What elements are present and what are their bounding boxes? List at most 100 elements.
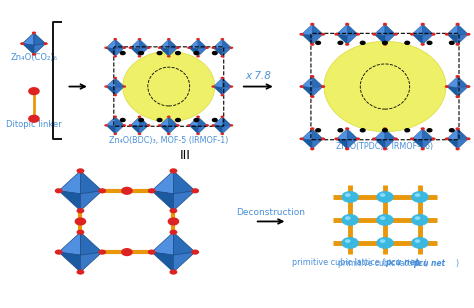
Circle shape: [380, 193, 385, 197]
Polygon shape: [81, 252, 102, 272]
Circle shape: [55, 249, 63, 255]
Polygon shape: [385, 24, 396, 35]
Polygon shape: [169, 48, 178, 56]
Text: Ditopic linker: Ditopic linker: [6, 120, 62, 129]
Polygon shape: [312, 129, 323, 140]
Circle shape: [383, 148, 387, 150]
Circle shape: [220, 116, 224, 118]
Polygon shape: [106, 125, 115, 134]
Polygon shape: [337, 34, 347, 44]
Polygon shape: [457, 139, 468, 149]
Circle shape: [229, 85, 233, 88]
Circle shape: [167, 38, 171, 40]
Polygon shape: [152, 191, 173, 211]
Polygon shape: [198, 48, 207, 56]
Polygon shape: [374, 139, 385, 149]
Polygon shape: [115, 39, 124, 49]
Circle shape: [415, 193, 420, 197]
Circle shape: [98, 249, 106, 255]
Circle shape: [167, 133, 171, 135]
Circle shape: [113, 94, 117, 96]
Polygon shape: [447, 139, 457, 149]
Circle shape: [456, 75, 460, 78]
Polygon shape: [337, 129, 347, 140]
Circle shape: [420, 43, 425, 46]
Polygon shape: [81, 171, 102, 194]
Polygon shape: [447, 76, 457, 87]
Circle shape: [383, 43, 387, 46]
Circle shape: [170, 270, 177, 275]
Polygon shape: [412, 129, 423, 140]
Polygon shape: [34, 44, 46, 54]
Circle shape: [342, 237, 358, 249]
Circle shape: [147, 47, 150, 49]
Circle shape: [32, 53, 36, 56]
Circle shape: [300, 137, 304, 140]
Circle shape: [345, 43, 349, 46]
Polygon shape: [457, 76, 468, 87]
Polygon shape: [374, 34, 385, 44]
Circle shape: [104, 124, 108, 127]
Polygon shape: [173, 171, 195, 194]
Polygon shape: [423, 24, 434, 35]
Text: ): ): [456, 259, 458, 269]
Circle shape: [405, 129, 410, 132]
Polygon shape: [385, 139, 396, 149]
Text: Deconstruction: Deconstruction: [237, 208, 306, 217]
Polygon shape: [337, 139, 347, 149]
Circle shape: [338, 41, 343, 44]
Polygon shape: [301, 34, 312, 44]
Polygon shape: [347, 129, 358, 140]
Circle shape: [380, 216, 385, 220]
Circle shape: [113, 38, 117, 40]
Circle shape: [334, 137, 338, 140]
Text: Zn₄O(CO₂)₆: Zn₄O(CO₂)₆: [10, 53, 57, 62]
Circle shape: [32, 31, 36, 34]
Circle shape: [383, 127, 387, 130]
Ellipse shape: [324, 41, 446, 132]
Circle shape: [220, 133, 224, 135]
Circle shape: [310, 23, 314, 26]
Circle shape: [76, 270, 84, 275]
Polygon shape: [222, 125, 231, 134]
Polygon shape: [169, 125, 178, 134]
Circle shape: [191, 249, 199, 255]
Circle shape: [377, 214, 393, 225]
Polygon shape: [198, 117, 207, 126]
Circle shape: [377, 191, 393, 202]
Circle shape: [194, 119, 199, 122]
Circle shape: [431, 137, 436, 140]
Polygon shape: [412, 24, 423, 35]
Text: pcu net: pcu net: [413, 259, 445, 269]
Polygon shape: [301, 129, 312, 140]
Circle shape: [205, 124, 209, 127]
Polygon shape: [412, 139, 423, 149]
Circle shape: [372, 137, 376, 140]
Circle shape: [205, 47, 209, 49]
Polygon shape: [59, 232, 81, 255]
Polygon shape: [457, 34, 468, 44]
Circle shape: [29, 116, 39, 122]
Circle shape: [456, 148, 460, 150]
Circle shape: [122, 249, 132, 256]
Circle shape: [122, 124, 126, 127]
Polygon shape: [213, 48, 222, 56]
Circle shape: [321, 137, 325, 140]
Polygon shape: [189, 117, 198, 126]
Circle shape: [338, 129, 343, 132]
Circle shape: [383, 129, 387, 132]
Polygon shape: [59, 191, 81, 211]
Polygon shape: [423, 129, 434, 140]
Polygon shape: [423, 34, 434, 44]
Circle shape: [148, 188, 155, 193]
Circle shape: [113, 116, 117, 118]
Polygon shape: [457, 24, 468, 35]
Circle shape: [229, 124, 233, 127]
Polygon shape: [169, 117, 178, 126]
Polygon shape: [347, 139, 358, 149]
Polygon shape: [152, 232, 173, 255]
Polygon shape: [301, 24, 312, 35]
Circle shape: [342, 214, 358, 225]
Circle shape: [167, 55, 171, 58]
Circle shape: [310, 75, 314, 78]
